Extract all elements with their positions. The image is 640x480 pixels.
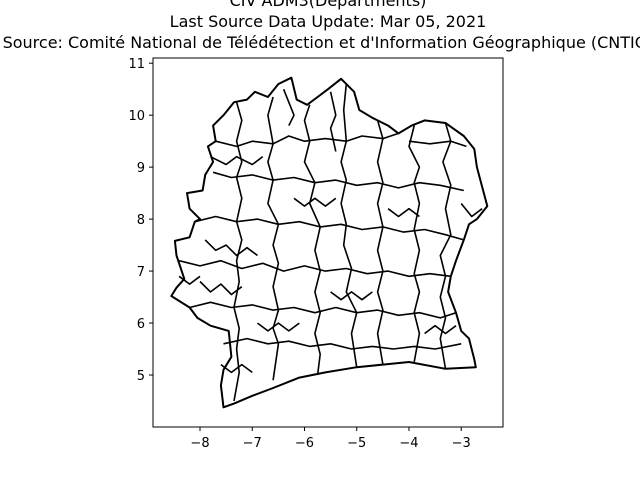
- y-tick-label: 11: [128, 57, 145, 72]
- department-boundary: [220, 363, 253, 374]
- x-tick-label: −6: [295, 436, 314, 451]
- department-boundary: [267, 96, 280, 381]
- department-boundary: [178, 259, 451, 278]
- department-boundary: [387, 207, 420, 218]
- department-boundary: [330, 291, 373, 301]
- y-tick-label: 6: [137, 317, 145, 332]
- department-boundary: [439, 122, 452, 369]
- x-tick-label: −8: [190, 436, 209, 451]
- x-tick-label: −5: [347, 436, 366, 451]
- department-boundary: [408, 125, 421, 363]
- chart-source: Source: Comité National de Télédétection…: [3, 33, 640, 52]
- y-tick-label: 5: [137, 369, 145, 384]
- department-boundary: [303, 104, 322, 376]
- country-outline: [170, 76, 489, 409]
- department-boundary: [215, 132, 399, 148]
- department-boundary: [329, 91, 337, 152]
- y-tick-label: 8: [137, 213, 145, 228]
- y-axis: 5 6 7 8 9 10 11: [128, 57, 153, 384]
- department-boundary: [282, 88, 295, 126]
- department-boundary: [408, 140, 467, 148]
- department-boundary: [223, 337, 462, 350]
- department-boundary: [257, 322, 300, 332]
- x-tick-label: −4: [399, 436, 418, 451]
- department-boundary: [178, 275, 201, 285]
- y-tick-label: 9: [137, 161, 145, 176]
- department-boundary: [204, 239, 258, 257]
- department-boundary: [210, 155, 264, 166]
- x-axis: −8 −7 −6 −5 −4 −3: [190, 427, 471, 451]
- department-boundary: [194, 215, 465, 241]
- department-boundary: [376, 120, 384, 365]
- y-tick-label: 10: [128, 109, 145, 124]
- department-boundary: [233, 101, 243, 402]
- department-boundary: [212, 171, 464, 192]
- x-tick-label: −3: [452, 436, 471, 451]
- department-boundary: [293, 197, 337, 207]
- department-boundary: [424, 324, 457, 335]
- department-boundaries: [170, 76, 489, 409]
- chart-subtitle: Last Source Data Update: Mar 05, 2021: [170, 12, 487, 31]
- plot-frame: [152, 57, 504, 428]
- department-boundary: [340, 83, 358, 368]
- department-boundary: [199, 280, 243, 296]
- department-boundary: [460, 202, 483, 218]
- x-tick-label: −7: [243, 436, 262, 451]
- y-tick-label: 7: [137, 265, 145, 280]
- chart-title: CIV ADM3(Departments): [230, 0, 427, 10]
